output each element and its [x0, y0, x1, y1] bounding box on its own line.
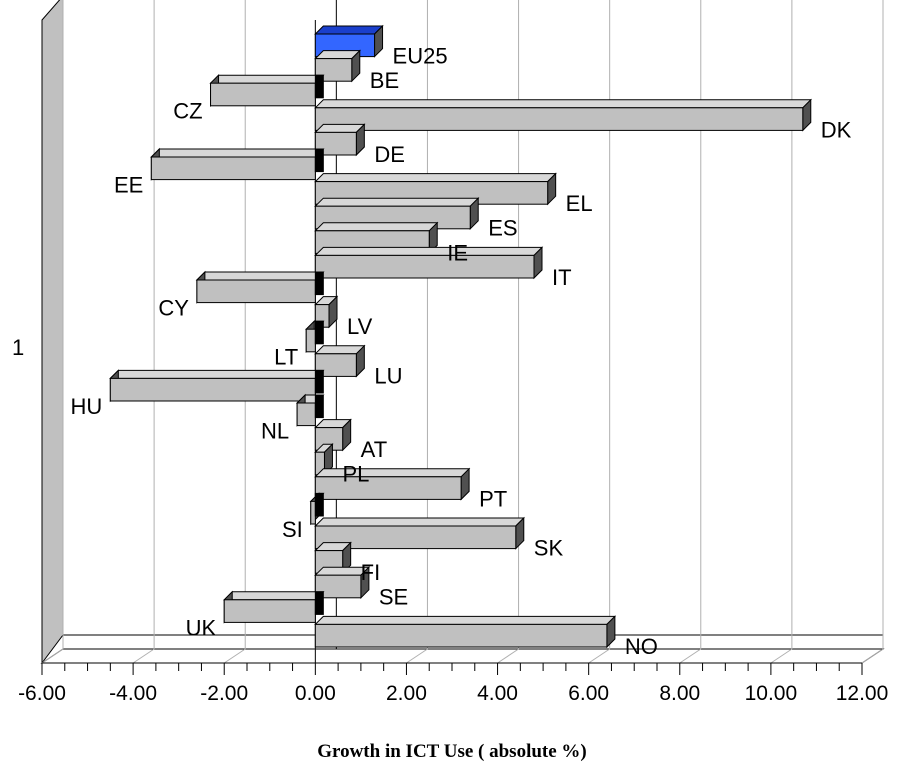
floor — [40, 648, 885, 664]
bar-label-cz: CZ — [173, 99, 202, 124]
x-tick-label: -6.00 — [18, 682, 66, 705]
gridline-floor — [770, 648, 793, 664]
bar-label-es: ES — [488, 216, 517, 241]
y-category-label: 1 — [12, 335, 24, 360]
gridline-floor — [406, 648, 428, 664]
bar-no — [314, 615, 617, 649]
bar-se — [314, 565, 371, 600]
bar-label-dk: DK — [821, 117, 852, 142]
x-axis-title: Growth in ICT Use ( absolute %) — [317, 741, 587, 762]
bar-de — [314, 123, 366, 157]
bar-ee — [150, 147, 325, 181]
bar-lu — [314, 344, 366, 378]
bar-nl — [295, 393, 325, 427]
gridline-floor — [223, 648, 246, 664]
bar-sk — [314, 516, 525, 550]
x-tick-label: 6.00 — [568, 682, 609, 705]
bar-label-sk: SK — [534, 536, 564, 561]
bar-label-se: SE — [379, 585, 408, 610]
bar-label-el: EL — [566, 191, 593, 216]
x-tick-label: 0.00 — [295, 682, 336, 705]
bar-label-ee: EE — [114, 173, 143, 198]
bar-label-eu25: EU25 — [393, 44, 448, 69]
x-tick-label: -4.00 — [109, 682, 157, 705]
gridline-floor — [861, 648, 884, 664]
bar-label-ie: IE — [447, 240, 468, 265]
x-tick-label: 2.00 — [386, 682, 427, 705]
side-wall — [41, 0, 64, 665]
bar-label-lu: LU — [374, 363, 402, 388]
bar-label-nl: NL — [261, 419, 289, 444]
x-tick-label: 4.00 — [477, 682, 518, 705]
x-tick-label: 8.00 — [659, 682, 700, 705]
bar-dk — [314, 98, 812, 132]
bar-cz — [209, 73, 325, 108]
bar-uk — [223, 590, 325, 624]
x-tick-label: 12.00 — [836, 682, 889, 705]
bar-label-no: NO — [625, 634, 658, 659]
bar-label-hu: HU — [71, 394, 103, 419]
bar-label-fi: FI — [361, 560, 381, 585]
bars — [109, 24, 812, 649]
bar-label-si: SI — [282, 517, 303, 542]
bar-label-de: DE — [374, 142, 405, 167]
bar-lt — [305, 319, 325, 354]
bar-at — [314, 418, 352, 452]
gridline-floor — [41, 648, 64, 664]
bar-label-be: BE — [370, 68, 399, 93]
gridline-floor — [588, 648, 610, 664]
bar-si — [309, 492, 325, 526]
bar-label-at: AT — [361, 437, 387, 462]
bar-label-it: IT — [552, 265, 572, 290]
bar-it — [314, 246, 544, 280]
bar-label-lt: LT — [274, 345, 298, 370]
bar-label-pl: PL — [342, 462, 369, 487]
bar-label-uk: UK — [186, 615, 217, 640]
x-tick-label: 10.00 — [745, 682, 798, 705]
bar-hu — [109, 369, 325, 403]
bar-fi — [314, 541, 352, 575]
x-axis: -6.00 -4.00 -2.00 0.00 2.00 4.00 6.00 8.00 10.00… — [18, 662, 889, 705]
gridline-floor — [679, 648, 702, 664]
bar-label-pt: PT — [479, 486, 507, 511]
bar-pt — [314, 467, 471, 501]
bar-label-cy: CY — [158, 296, 189, 321]
gridline-floor — [497, 648, 519, 664]
x-tick-label: -2.00 — [200, 682, 248, 705]
gridline-floor — [132, 648, 155, 664]
bar-be — [314, 49, 361, 83]
bar-cy — [195, 270, 325, 304]
bar-label-lv: LV — [347, 314, 373, 339]
